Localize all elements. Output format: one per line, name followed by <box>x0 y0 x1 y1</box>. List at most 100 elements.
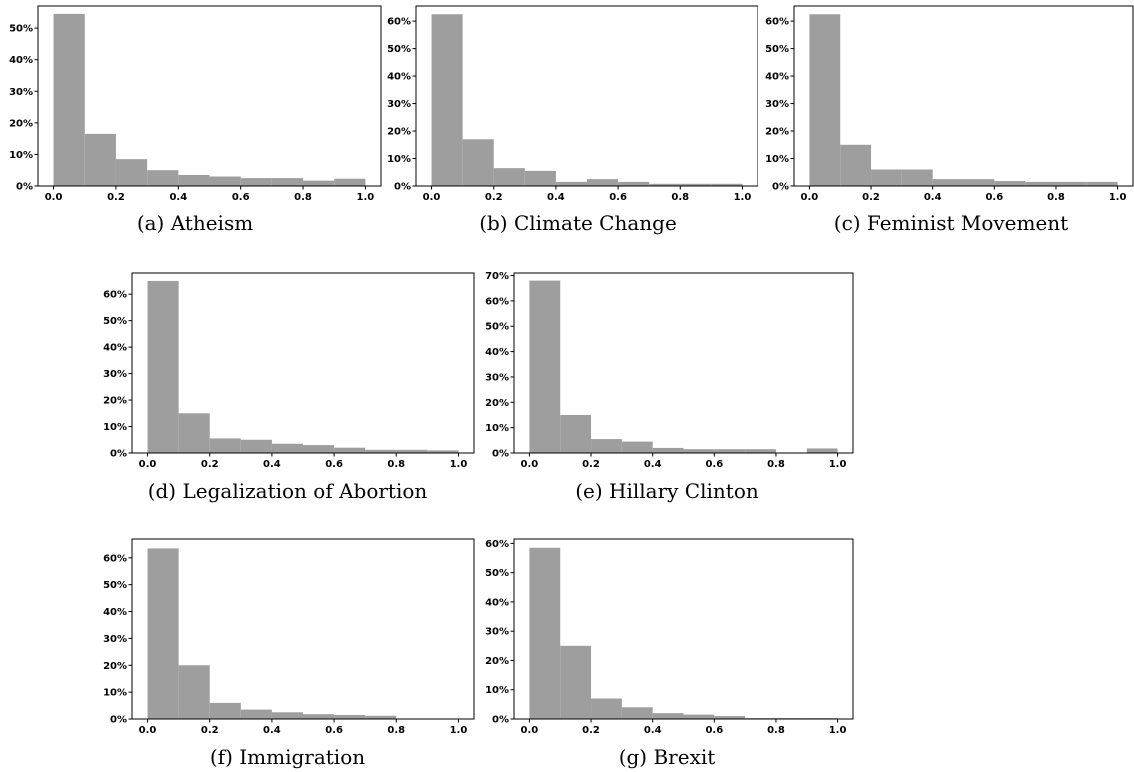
histogram-bar <box>994 181 1026 186</box>
y-tick-label: 50% <box>485 322 509 333</box>
histogram-bar <box>240 709 272 719</box>
y-tick-label: 50% <box>387 44 411 55</box>
x-tick-label: 0.8 <box>294 192 312 200</box>
chart-panel-feminist-movement: 0% 10% 20% 30% 40% 50% 60% 0.0 0.2 0.4 0.6 0.8 1.0 (… <box>756 0 1134 245</box>
x-tick-label: 1.0 <box>1109 192 1127 200</box>
y-tick-label: 40% <box>9 55 33 66</box>
histogram-bar <box>365 715 397 719</box>
histogram-bar <box>560 414 592 453</box>
histogram-bar <box>649 183 681 186</box>
histogram-bar <box>1025 181 1056 186</box>
y-tick-label: 60% <box>103 553 127 564</box>
y-tick-label: 0% <box>394 182 411 193</box>
y-tick-label: 10% <box>103 422 127 433</box>
y-tick-label: 60% <box>387 17 411 28</box>
histogram-bar <box>334 447 366 453</box>
y-tick-label: 60% <box>103 290 127 301</box>
x-tick-label: 0.0 <box>521 459 539 467</box>
x-tick-label: 0.4 <box>644 725 662 733</box>
x-tick-label: 1.0 <box>450 459 468 467</box>
y-tick-label: 50% <box>485 568 509 579</box>
histogram-bar <box>714 716 746 719</box>
x-tick-label: 0.4 <box>263 459 281 467</box>
y-tick-label: 40% <box>103 607 127 618</box>
histogram-hillary-clinton: 0% 10% 20% 30% 40% 50% 60% 70% 0.0 0.2 0.4 0.6 0.8 1.… <box>485 271 854 470</box>
histogram-bar <box>493 168 525 186</box>
histogram-bar <box>178 413 210 453</box>
histogram-bar <box>209 176 241 186</box>
histogram-bar <box>427 450 459 453</box>
chart-panel-climate-change: 0% 10% 20% 30% 40% 50% 60% 0.0 0.2 0.4 0.6 0.8 1.0 (… <box>378 0 759 245</box>
y-tick-label: 30% <box>387 99 411 110</box>
x-tick-label: 0.2 <box>485 192 503 200</box>
y-tick-label: 20% <box>485 656 509 667</box>
caption-hillary-clinton: (e) Hillary Clinton <box>575 479 759 503</box>
x-tick-label: 1.0 <box>829 459 847 467</box>
histogram-bar <box>618 181 650 186</box>
x-tick-label: 0.0 <box>521 725 539 733</box>
histogram-bar <box>271 178 304 186</box>
x-tick-label: 1.0 <box>450 725 468 733</box>
histogram-bar <box>652 713 684 719</box>
y-tick-label: 30% <box>103 634 127 645</box>
x-tick-label: 0.2 <box>107 192 125 200</box>
x-tick-label: 0.0 <box>45 192 63 200</box>
y-tick-label: 40% <box>485 347 509 358</box>
histogram-bar <box>529 280 561 453</box>
histogram-bar <box>334 178 366 186</box>
x-tick-label: 0.8 <box>387 725 405 733</box>
y-tick-label: 20% <box>9 118 33 129</box>
histogram-bar <box>462 139 494 186</box>
y-tick-label: 50% <box>103 580 127 591</box>
histogram-bar <box>560 645 592 719</box>
x-tick-label: 0.8 <box>671 192 689 200</box>
y-tick-label: 20% <box>765 127 789 138</box>
y-tick-label: 30% <box>103 369 127 380</box>
histogram-bar <box>871 169 902 186</box>
x-tick-label: 0.0 <box>139 459 157 467</box>
histogram-bar <box>1055 181 1087 186</box>
y-tick-label: 0% <box>110 449 127 460</box>
plot-frame <box>131 272 475 454</box>
caption-brexit: (g) Brexit <box>618 745 716 769</box>
y-tick-label: 10% <box>485 685 509 696</box>
y-tick-label: 60% <box>485 296 509 307</box>
histogram-bar <box>271 712 303 719</box>
plot-frame <box>37 5 382 187</box>
plot-frame <box>131 538 475 720</box>
histogram-bar <box>963 179 995 186</box>
y-tick-label: 20% <box>485 398 509 409</box>
histogram-bar <box>652 447 684 453</box>
y-tick-label: 30% <box>765 99 789 110</box>
histogram-bar <box>621 707 653 719</box>
chart-panel-legalization-of-abortion: 0% 10% 20% 30% 40% 50% 60% 0.0 0.2 0.4 0.6 0.8 1.0 (… <box>95 267 477 507</box>
caption-feminist-movement: (c) Feminist Movement <box>833 211 1069 235</box>
histogram-bar <box>587 179 619 186</box>
y-tick-label: 70% <box>485 271 509 282</box>
x-tick-label: 0.2 <box>201 725 219 733</box>
histogram-feminist-movement: 0% 10% 20% 30% 40% 50% 60% 0.0 0.2 0.4 0.6 0.8 1.0 <box>765 5 1134 203</box>
histogram-bar <box>147 170 179 186</box>
y-tick-label: 40% <box>103 343 127 354</box>
x-tick-label: 0.8 <box>767 725 785 733</box>
caption-atheism: (a) Atheism <box>136 211 254 235</box>
histogram-bar <box>396 449 428 453</box>
x-tick-label: 0.0 <box>801 192 819 200</box>
y-tick-label: 30% <box>485 372 509 383</box>
x-tick-label: 0.4 <box>644 459 662 467</box>
histogram-bar <box>209 702 241 719</box>
histogram-bar <box>209 438 241 453</box>
histogram-bar <box>147 280 179 453</box>
y-tick-label: 40% <box>765 72 789 83</box>
histogram-immigration: 0% 10% 20% 30% 40% 50% 60% 0.0 0.2 0.4 0.6 0.8 1.0 <box>103 538 475 736</box>
y-tick-label: 40% <box>387 72 411 83</box>
x-tick-label: 0.6 <box>325 725 343 733</box>
x-tick-label: 0.4 <box>924 192 942 200</box>
caption-legalization-of-abortion: (d) Legalization of Abortion <box>147 479 428 503</box>
y-tick-label: 0% <box>772 182 789 193</box>
y-tick-label: 50% <box>9 24 33 35</box>
y-tick-label: 0% <box>492 449 509 460</box>
histogram-bar <box>115 159 148 186</box>
histogram-bar <box>932 179 964 186</box>
x-tick-label: 0.8 <box>767 459 785 467</box>
